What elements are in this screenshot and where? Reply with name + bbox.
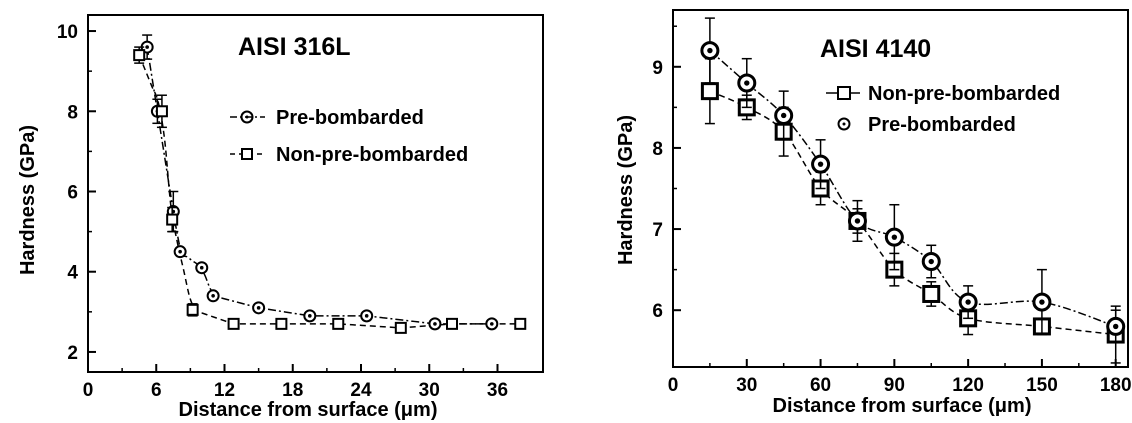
panel-316l-y-tick-label: 6 (67, 182, 78, 203)
panel-4140-point-center-pre-bombarded (744, 80, 750, 86)
panel-4140-markers (700, 17, 1126, 364)
panel-316l-plot-frame (87, 14, 544, 373)
panel-4140-x-tick-label: 180 (1100, 375, 1132, 396)
panel-316l-point-center-pre-bombarded (490, 322, 494, 326)
panel-316l-curve-pre-bombarded (146, 46, 492, 325)
panel-4140-x-tick-label: 120 (952, 375, 984, 396)
panel-316l-point-center-pre-bombarded (433, 322, 437, 326)
panel-4140-legend-label-non-pre-bombarded: Non-pre-bombarded (868, 83, 1060, 105)
panel-316l-x-axis-label: Distance from surface (μm) (179, 399, 438, 421)
panel-316l-y-tick-label: 2 (67, 343, 78, 364)
panel-316l-markers (133, 34, 527, 334)
panel-316l-legend-label-pre-bombarded: Pre-bombarded (276, 107, 424, 129)
panel-4140-plot-frame (672, 9, 1129, 368)
panel-316l-point-non-pre-bombarded (514, 317, 527, 330)
panel-316l-curve-non-pre-bombarded (138, 54, 521, 329)
panel-4140-x-tick-label: 0 (668, 375, 679, 396)
panel-4140-legend-label-pre-bombarded: Pre-bombarded (868, 114, 1016, 136)
panel-316l-x-tick-label: 36 (487, 380, 508, 401)
panel-4140-y-tick-label: 9 (652, 58, 663, 79)
circle-dot-marker-icon (837, 117, 851, 131)
panel-316l-curves (138, 46, 521, 329)
panel-316l-x-tick-label: 30 (419, 380, 440, 401)
square-marker-icon (837, 86, 851, 100)
panel-316l-point-non-pre-bombarded (394, 321, 407, 334)
panel-4140-legend-entry-pre-bombarded: Pre-bombarded (837, 114, 1016, 136)
panel-316l-x-tick-label: 0 (83, 380, 94, 401)
panel-4140-point-center-pre-bombarded (891, 234, 898, 240)
panel-316l-x-tick-label: 6 (151, 380, 162, 401)
panel-316l-y-tick-label: 4 (67, 263, 78, 284)
circle-dot-marker-icon (240, 110, 254, 124)
panel-316l-legend-entry-pre-bombarded: Pre-bombarded (230, 107, 424, 129)
panel-4140-title: AISI 4140 (820, 35, 931, 63)
panel-316l-point-center-pre-bombarded (178, 249, 182, 254)
panel-316l-point-non-pre-bombarded (166, 213, 179, 226)
panel-316l-point-non-pre-bombarded (275, 317, 288, 330)
panel-316l-point-center-pre-bombarded (199, 265, 204, 270)
panel-4140-point-center-pre-bombarded (965, 299, 971, 305)
panel-4140-x-tick-label: 150 (1026, 375, 1058, 396)
panel-4140-x-axis-label: Distance from surface (μm) (773, 395, 1032, 417)
panel-4140-point-center-pre-bombarded (1039, 299, 1045, 305)
panel-4140-x-tick-label: 90 (884, 375, 905, 396)
panel-4140-point-center-pre-bombarded (817, 161, 824, 167)
panel-4140-curves (709, 50, 1116, 336)
panel-4140-y-tick-label: 8 (652, 139, 663, 160)
panel-316l-y-tick-label: 8 (67, 102, 78, 123)
panel-316l-x-tick-label: 18 (282, 380, 303, 401)
panel-316l-title: AISI 316L (238, 33, 351, 61)
panel-4140-point-non-pre-bombarded (922, 284, 941, 303)
panel-4140-legend: Non-pre-bombarded Pre-bombarded (826, 83, 1060, 136)
panel-4140-y-tick-label: 6 (652, 301, 663, 322)
panel-316l-point-center-pre-bombarded (145, 45, 149, 49)
panel-4140-point-center-pre-bombarded (780, 112, 787, 119)
panel-316l-legend-label-non-pre-bombarded: Non-pre-bombarded (276, 144, 468, 166)
panel-316l-point-center-pre-bombarded (364, 314, 369, 318)
panel-4140: AISI 4140 Distance from surface (μm) Har… (615, 9, 1132, 417)
panel-316l-legend-entry-non-pre-bombarded: Non-pre-bombarded (230, 144, 468, 166)
panel-316l: AISI 316L Distance from surface (μm) Har… (17, 14, 544, 421)
panel-4140-point-center-pre-bombarded (707, 47, 713, 54)
panel-316l-point-center-pre-bombarded (256, 306, 261, 310)
panel-4140-x-tick-label: 30 (736, 375, 757, 396)
panel-316l-point-non-pre-bombarded (332, 317, 345, 330)
panel-4140-point-center-pre-bombarded (928, 258, 934, 265)
panel-316l-y-axis-label: Hardness (GPa) (17, 125, 39, 275)
panel-316l-point-center-pre-bombarded (211, 293, 215, 298)
panel-316l-point-non-pre-bombarded (446, 317, 458, 330)
panel-4140-point-non-pre-bombarded (700, 82, 719, 101)
panel-316l-point-non-pre-bombarded (186, 303, 199, 316)
panel-316l-point-non-pre-bombarded (133, 49, 146, 62)
panel-316l-x-tick-label: 12 (214, 380, 235, 401)
panel-4140-curve-pre-bombarded (709, 50, 1116, 328)
panel-4140-x-tick-label: 60 (810, 375, 831, 396)
panel-4140-y-tick-label: 7 (652, 220, 663, 241)
panel-4140-point-center-pre-bombarded (854, 218, 861, 224)
panel-316l-point-non-pre-bombarded (155, 105, 168, 118)
panel-4140-y-axis-label: Hardness (GPa) (615, 115, 637, 265)
panel-316l-point-non-pre-bombarded (227, 317, 240, 330)
square-marker-icon (241, 148, 253, 160)
panel-316l-legend: Pre-bombarded Non-pre-bombarded (230, 107, 468, 166)
panel-316l-point-center-pre-bombarded (308, 314, 312, 318)
panel-316l-y-tick-label: 10 (57, 22, 78, 43)
panel-4140-point-center-pre-bombarded (1113, 323, 1119, 330)
panel-4140-axis-ticks: 0 30 60 90 120 150 180 6 7 8 9 (652, 25, 1132, 396)
panel-4140-curve-non-pre-bombarded (709, 90, 1116, 336)
panel-316l-x-tick-label: 24 (350, 380, 372, 401)
panel-4140-legend-entry-non-pre-bombarded: Non-pre-bombarded (826, 83, 1060, 105)
